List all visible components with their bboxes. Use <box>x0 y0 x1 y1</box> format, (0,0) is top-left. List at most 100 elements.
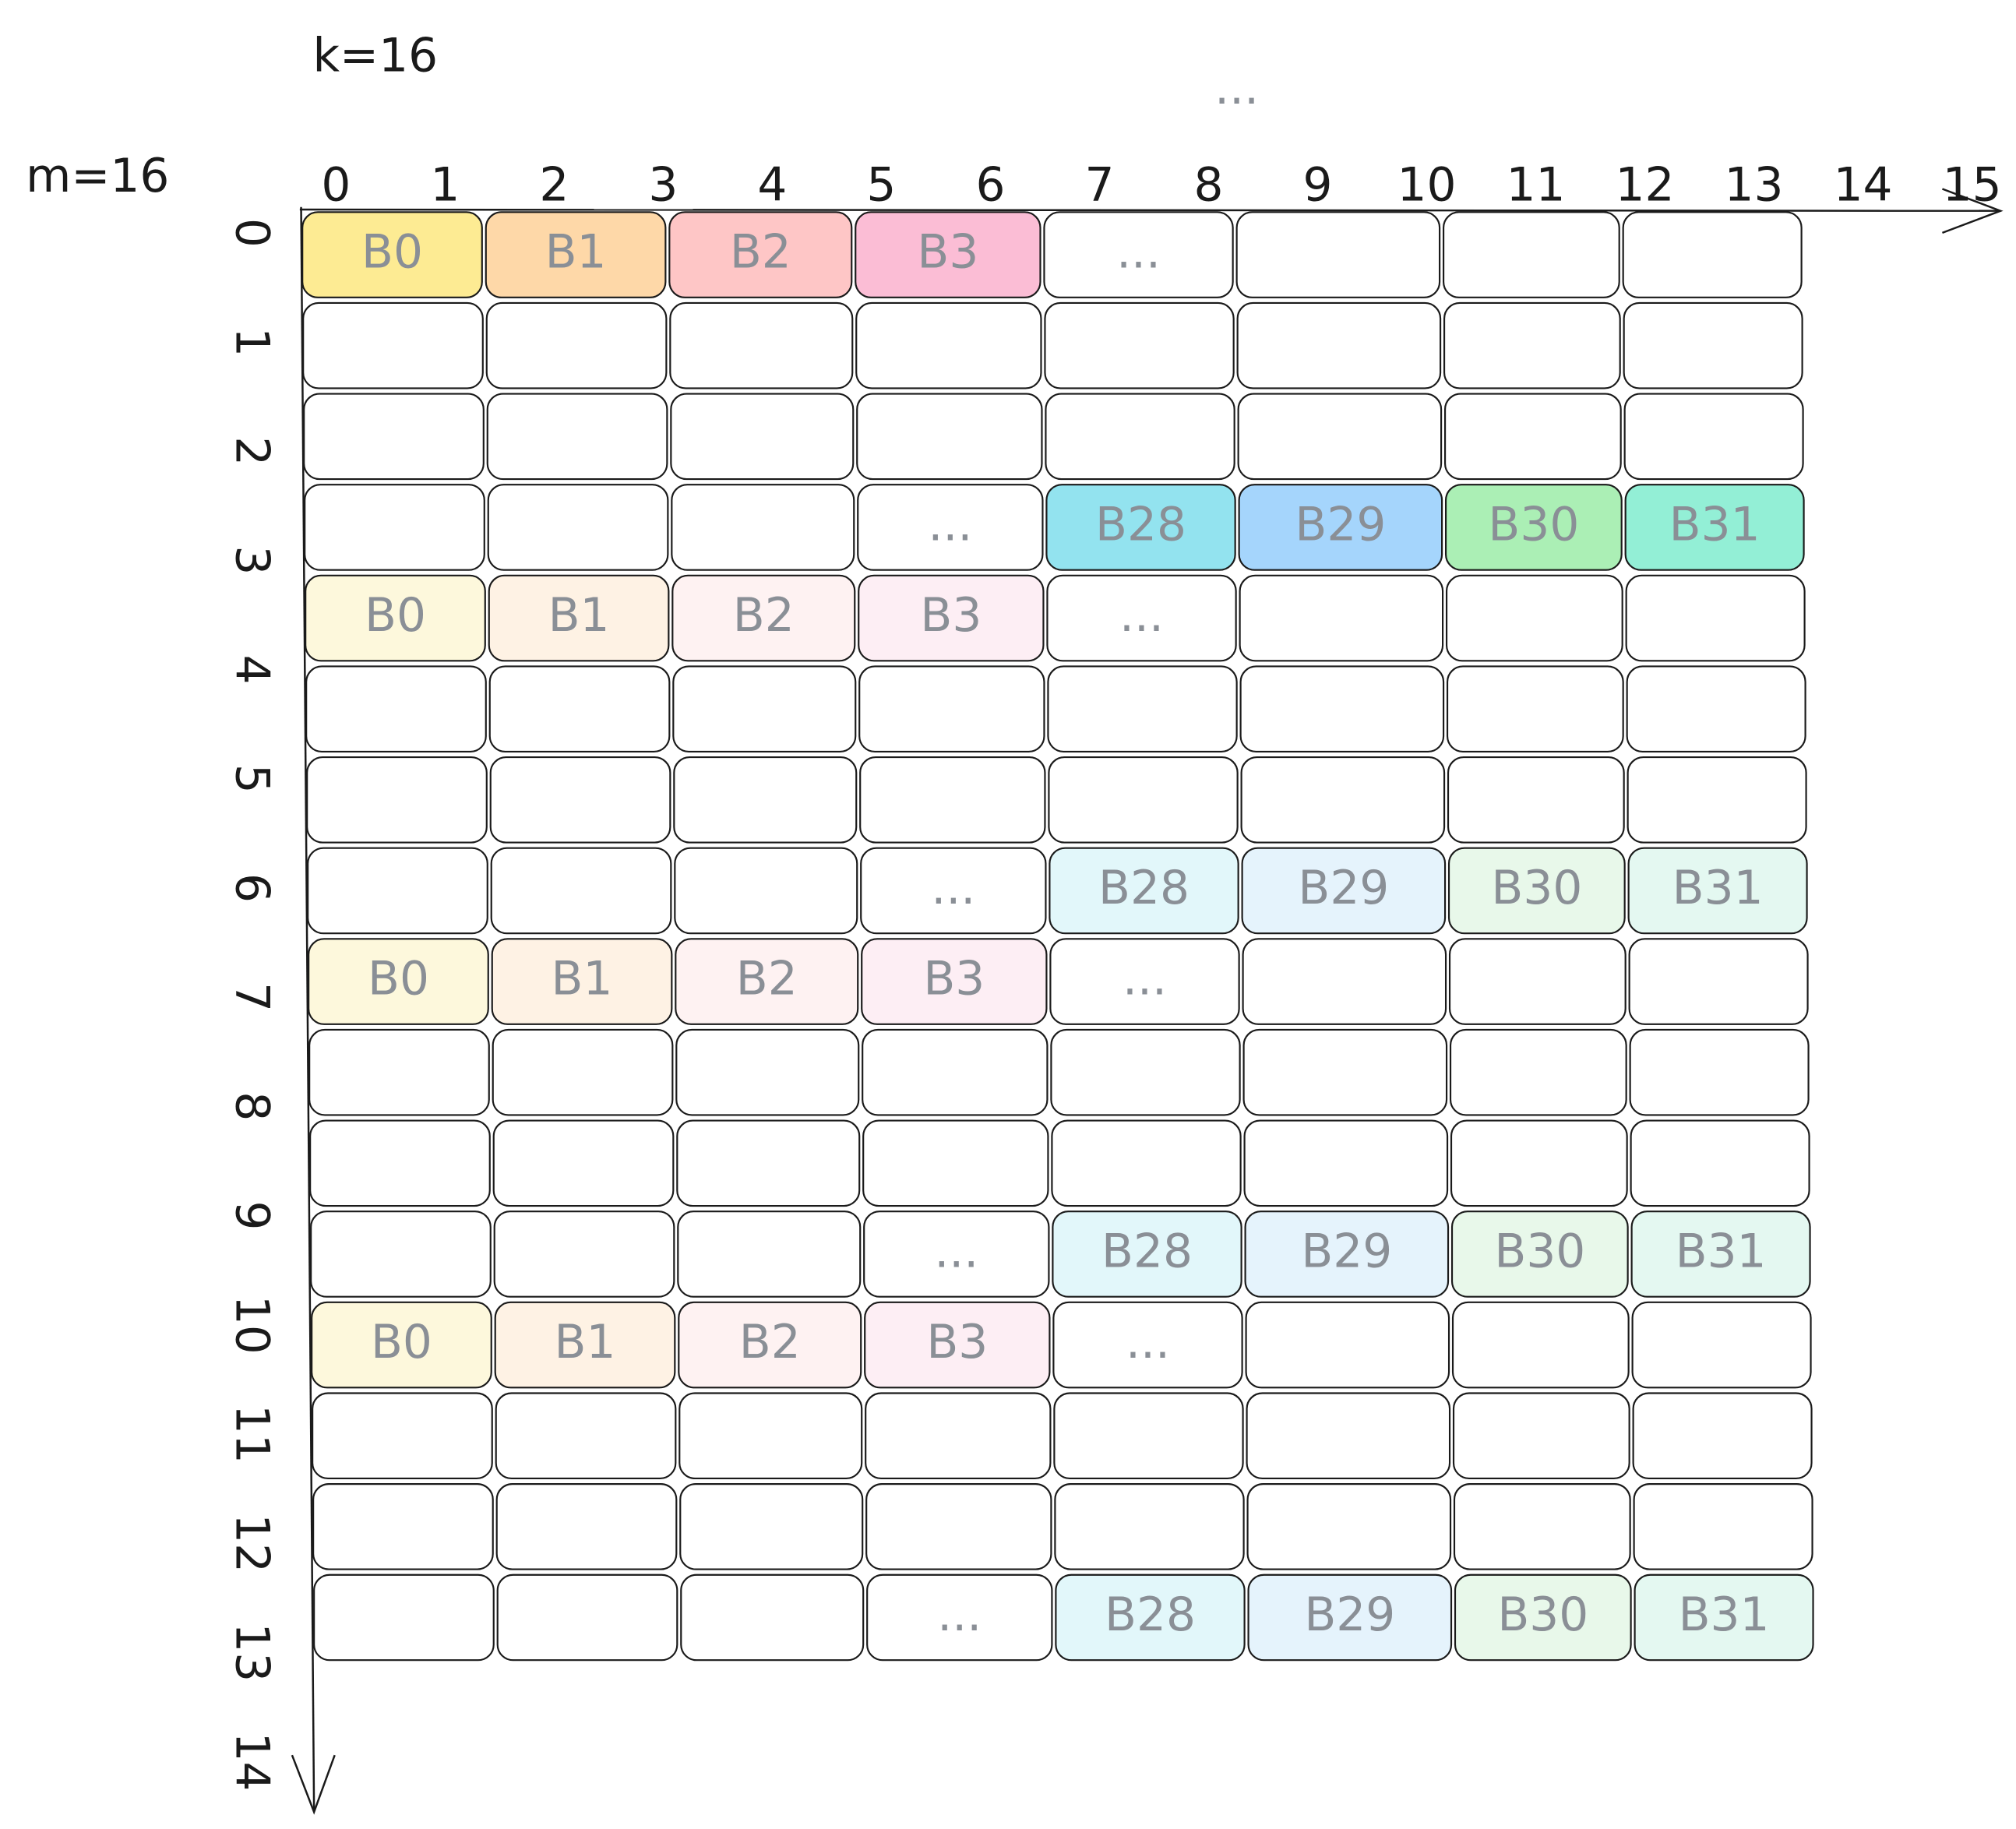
y-tick-label: 4 <box>225 655 279 685</box>
cell <box>489 756 671 844</box>
cell <box>308 938 489 1025</box>
cell <box>1447 847 1626 935</box>
cell <box>1246 1392 1451 1480</box>
cell <box>855 211 1041 298</box>
y-tick-label: 3 <box>225 545 279 575</box>
cell <box>1237 393 1443 481</box>
cell <box>855 301 1042 389</box>
cell <box>675 1028 860 1116</box>
cell <box>1242 1028 1448 1116</box>
cell <box>677 1211 862 1298</box>
y-axis-arrow <box>291 1754 336 1815</box>
cell-label: B2 <box>733 589 795 643</box>
cell <box>1445 574 1623 662</box>
cell <box>1626 665 1806 753</box>
cell <box>1447 756 1625 844</box>
cell <box>1448 938 1627 1025</box>
cell <box>1631 1301 1812 1389</box>
y-tick-label: 2 <box>225 436 279 466</box>
cell <box>1046 574 1237 662</box>
x-tick-label: 9 <box>1302 158 1332 212</box>
cell <box>1052 1211 1242 1298</box>
cell <box>310 1211 492 1298</box>
cell-label: ... <box>931 862 975 915</box>
cell <box>305 665 487 753</box>
cell <box>856 393 1043 481</box>
cell <box>488 665 671 753</box>
cell <box>495 1483 678 1570</box>
cell-label: ... <box>1126 1316 1170 1369</box>
cell-label: ... <box>934 1225 978 1279</box>
cell <box>307 847 488 935</box>
cell <box>1235 211 1441 298</box>
cell <box>1246 1483 1452 1570</box>
y-tick-label: 9 <box>225 1201 279 1231</box>
cell-label: B29 <box>1298 862 1389 915</box>
cell <box>301 211 483 298</box>
x-tick-label: 8 <box>1193 158 1223 212</box>
cell <box>1634 1574 1814 1662</box>
cell <box>674 847 858 935</box>
x-tick-label: 7 <box>1084 158 1114 212</box>
cell <box>491 938 673 1025</box>
cell-label: ... <box>937 1588 982 1642</box>
x-tick-label: 13 <box>1725 158 1784 212</box>
cell-label: B3 <box>926 1316 988 1369</box>
cell <box>866 1574 1053 1662</box>
cell <box>1444 484 1623 571</box>
cell <box>1442 211 1620 298</box>
cell <box>485 301 668 389</box>
x-tick-label: 2 <box>539 158 569 212</box>
cell <box>1244 1211 1450 1298</box>
cell-label: B29 <box>1295 499 1386 552</box>
x-tick-label: 10 <box>1397 158 1457 212</box>
cell-label: B31 <box>1672 862 1764 915</box>
cell <box>1239 574 1444 662</box>
x-tick-label: 14 <box>1834 158 1893 212</box>
cell-label: ... <box>928 499 972 552</box>
cell <box>490 847 672 935</box>
cell <box>308 1028 490 1116</box>
cell <box>1451 1301 1630 1389</box>
cell-label: B2 <box>736 953 798 1006</box>
cell <box>1247 1574 1453 1662</box>
cell <box>1236 301 1442 389</box>
cell <box>863 1211 1050 1298</box>
cell <box>858 665 1045 753</box>
cell <box>669 301 854 389</box>
x-tick-label: 5 <box>866 158 896 212</box>
k-label: k=16 <box>312 30 438 83</box>
cell <box>1628 938 1809 1025</box>
cell <box>1450 1211 1629 1298</box>
cell <box>668 211 853 298</box>
cell-label: B1 <box>545 226 607 280</box>
cell <box>303 393 485 481</box>
cell <box>1054 1483 1245 1570</box>
y-axis-line <box>300 206 315 1813</box>
cell <box>1627 756 1807 844</box>
cell <box>858 574 1045 662</box>
cell <box>1450 1119 1628 1207</box>
cell <box>493 1211 675 1298</box>
cell <box>1452 1392 1630 1480</box>
cell <box>1453 1483 1631 1570</box>
cell-label: B1 <box>552 953 613 1006</box>
cell-label: ... <box>1123 953 1167 1006</box>
cell <box>862 1028 1049 1116</box>
cell-label: B2 <box>730 226 791 280</box>
x-tick-label: 12 <box>1616 158 1675 212</box>
cell-label: B29 <box>1304 1588 1395 1642</box>
cell <box>492 1119 675 1207</box>
x-tick-label: 11 <box>1507 158 1566 212</box>
cell <box>1446 665 1624 753</box>
y-tick-label: 1 <box>225 327 279 357</box>
cell <box>1243 1119 1449 1207</box>
cell <box>309 1119 491 1207</box>
cell <box>1238 484 1443 571</box>
cell <box>1241 847 1447 935</box>
cell <box>313 1574 495 1662</box>
cell-label: B2 <box>739 1316 801 1369</box>
x-axis-arrow <box>1941 188 2004 234</box>
cell <box>1630 1119 1810 1207</box>
